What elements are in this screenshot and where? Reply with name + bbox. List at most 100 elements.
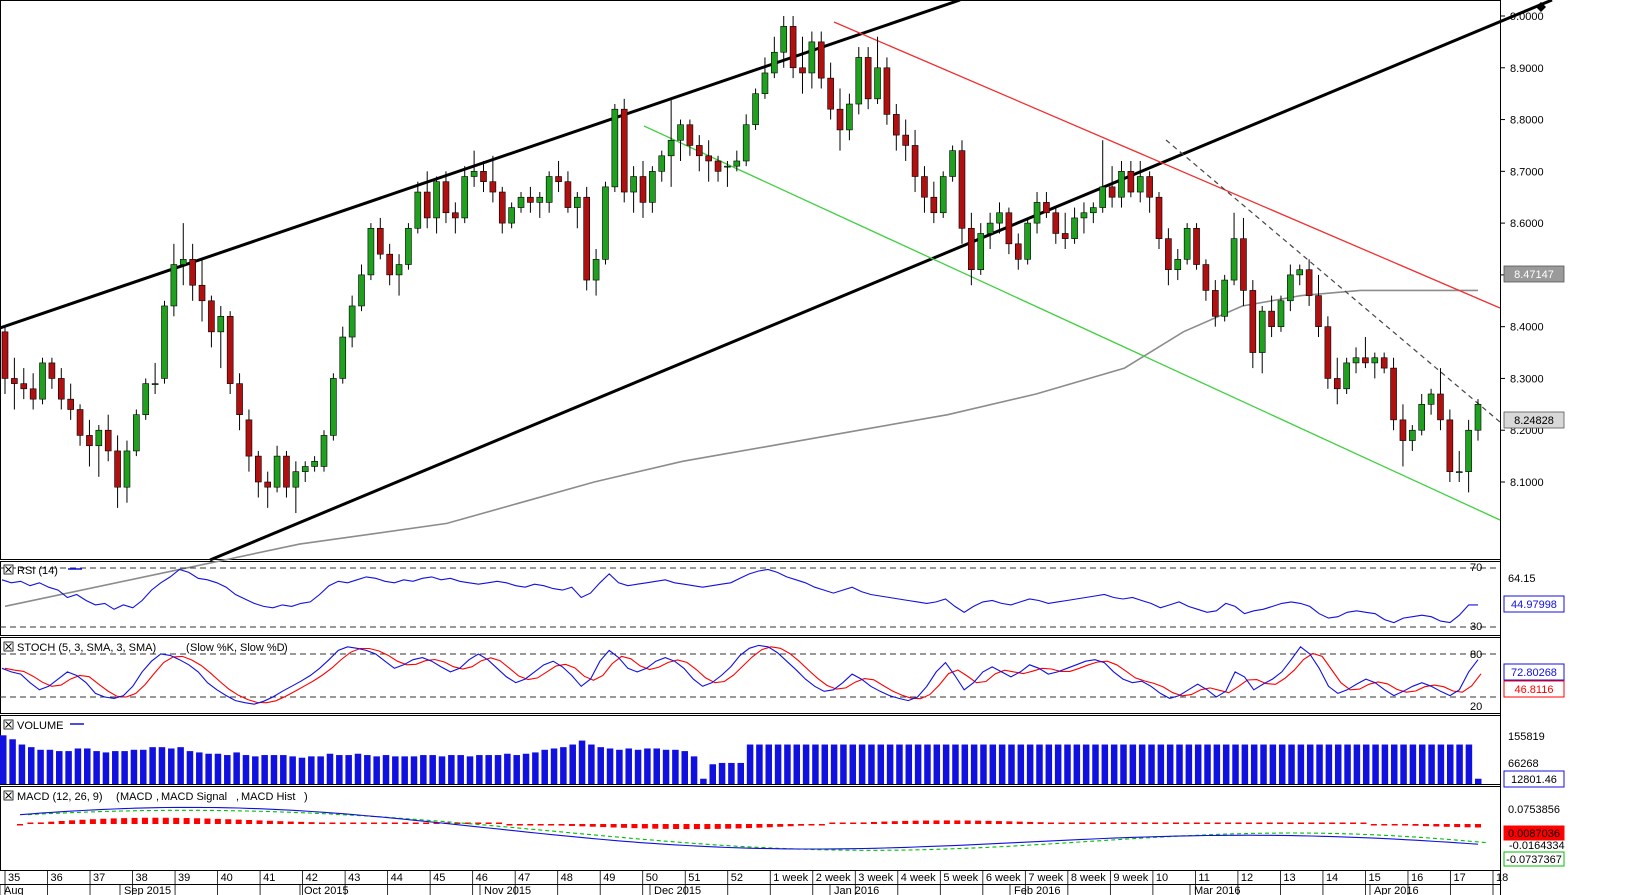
- price-tick-label: 8.7000: [1510, 166, 1544, 178]
- volume-bar: [746, 744, 754, 784]
- candle-body: [395, 264, 403, 276]
- candle-body: [1399, 419, 1407, 441]
- volume-bar: [74, 748, 82, 784]
- candle-body: [1296, 269, 1304, 276]
- volume-bar: [914, 744, 922, 784]
- macd-hist-bar: [402, 822, 409, 824]
- candle-body: [761, 72, 769, 94]
- macd-legend-comma2: ,: [236, 791, 239, 803]
- volume-bar: [709, 764, 716, 784]
- macd-hist-bar: [152, 817, 159, 824]
- candle-body: [29, 388, 37, 400]
- volume-bar: [205, 753, 212, 784]
- candle-body: [658, 155, 666, 172]
- week-label: 2 week: [816, 872, 851, 884]
- macd-hist-bar: [808, 824, 815, 826]
- macd-legend-close-paren: ): [304, 791, 308, 803]
- candle-body: [620, 108, 628, 193]
- volume-bar: [476, 755, 483, 784]
- macd-hist-bar: [1172, 822, 1179, 824]
- candle-body: [283, 455, 290, 488]
- macd-hist-bar: [527, 824, 534, 826]
- rsi-line: [1, 568, 1478, 624]
- week-label: 41: [263, 872, 275, 884]
- macd-hist-bar: [256, 820, 263, 824]
- volume-bar: [280, 755, 287, 784]
- week-label: 17: [1453, 872, 1465, 884]
- volume-bar: [140, 749, 147, 784]
- candle-body: [470, 171, 478, 177]
- candle-body: [517, 196, 525, 208]
- macd-hist-bar: [860, 822, 867, 824]
- candle-body: [705, 155, 712, 162]
- macd-hist-bar: [37, 822, 44, 824]
- macd-hist-bar: [27, 822, 34, 824]
- candle-body: [808, 41, 816, 74]
- candle-body: [771, 51, 778, 74]
- volume-bar: [718, 762, 726, 784]
- candle-body: [76, 409, 84, 436]
- macd-hist-bar: [79, 819, 86, 824]
- candle-body: [1183, 227, 1191, 260]
- volume-bar: [522, 753, 530, 784]
- candle-body: [301, 466, 309, 472]
- macd-line: [19, 806, 1479, 850]
- volume-bar: [1428, 744, 1435, 784]
- candle-body: [1, 331, 9, 379]
- volume-bar: [756, 744, 763, 784]
- volume-bar: [1082, 744, 1090, 784]
- volume-bar: [1241, 744, 1249, 784]
- volume-bar: [466, 756, 474, 784]
- candle-body: [1343, 362, 1350, 390]
- last-price-text: 8.24828: [1514, 415, 1554, 427]
- macd-hist-bar: [516, 824, 523, 826]
- candle-body: [958, 150, 966, 229]
- volume-indicator: VOLUME 155819 66268 12801.46: [0, 719, 1565, 788]
- channel-upper-line: [0, 0, 961, 330]
- macd-hist-bar: [621, 824, 628, 828]
- candle-body: [555, 176, 562, 182]
- candle-body: [986, 222, 994, 234]
- volume-bar: [1353, 744, 1361, 784]
- volume-bar: [560, 747, 567, 784]
- volume-bar: [989, 744, 997, 784]
- candle-body: [189, 259, 196, 286]
- volume-bar: [1362, 744, 1370, 784]
- volume-bar: [224, 755, 231, 784]
- volume-bar: [56, 751, 63, 784]
- candle-body: [883, 67, 891, 115]
- volume-bar: [886, 744, 894, 784]
- candle-body: [733, 160, 741, 167]
- stoch-legend-comma: ,: [234, 642, 237, 654]
- volume-bar: [308, 756, 315, 784]
- macd-hist-bar: [100, 818, 107, 824]
- macd-hist-bar: [777, 824, 784, 827]
- macd-hist-bar: [1391, 824, 1398, 826]
- rsi-title: RSI (14): [17, 565, 58, 577]
- volume-bar: [1437, 744, 1445, 784]
- candle-body: [564, 181, 572, 208]
- volume-bar: [1073, 744, 1081, 784]
- volume-bar: [1036, 744, 1043, 784]
- macd-hist-bar: [746, 824, 752, 829]
- week-label: 52: [731, 872, 743, 884]
- macd-hist-bar: [579, 824, 586, 827]
- candle-body: [1033, 202, 1041, 224]
- macd-hist-bar: [496, 822, 503, 824]
- volume-bar: [196, 752, 203, 784]
- arrow-icon: [1536, 2, 1546, 12]
- macd-hist-bar: [1058, 822, 1065, 824]
- candle-body: [217, 316, 225, 333]
- macd-value-badge: [1503, 825, 1565, 841]
- macd-hist-bar: [1433, 824, 1440, 827]
- candle-body: [930, 196, 938, 214]
- macd-hist-bar: [1350, 822, 1357, 824]
- red-trend-line: [833, 21, 1501, 309]
- candle-body: [330, 378, 337, 436]
- volume-value-badge: [1503, 770, 1565, 788]
- macd-hist-bar: [1443, 824, 1450, 827]
- volume-bar: [112, 751, 119, 784]
- volume-bar: [37, 749, 44, 784]
- volume-bar: [9, 739, 16, 784]
- candle-body: [86, 435, 93, 447]
